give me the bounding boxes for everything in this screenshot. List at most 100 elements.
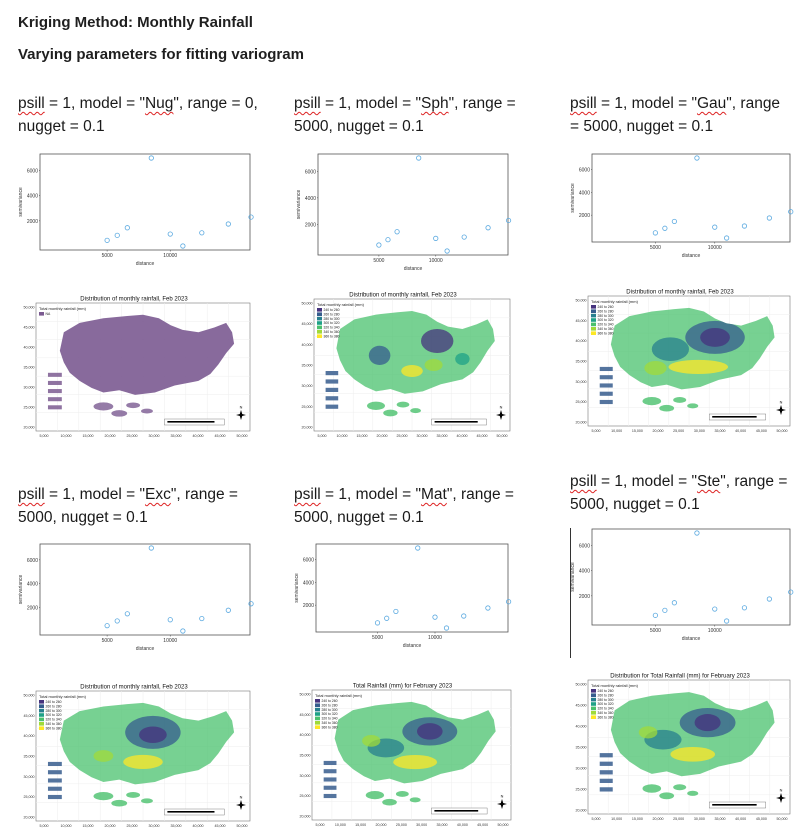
map-x-tick: 15,000 [355, 823, 366, 827]
map-x-tick: 20,000 [376, 823, 387, 827]
rainfall-contour [644, 361, 667, 376]
variogram-point [167, 231, 173, 237]
variogram-point [444, 248, 450, 254]
map-y-tick: 20,000 [24, 426, 35, 430]
variogram-x-tick: 10000 [708, 628, 722, 634]
variogram-ylabel: semivariance [296, 190, 302, 220]
legend-swatch [591, 305, 596, 309]
legend-item: 300 to 320 [324, 321, 340, 325]
map-y-tick: 45,000 [302, 322, 313, 326]
map-y-tick: 35,000 [302, 364, 313, 368]
legend-swatch [315, 712, 320, 716]
map-x-tick: 5,000 [40, 434, 49, 438]
variogram-point [104, 623, 110, 629]
variogram-point [724, 235, 730, 241]
caption-params: ", range = 5000, nugget = 0.1 [294, 95, 516, 135]
variogram-xlabel: distance [136, 261, 155, 267]
caption-model: Mat [420, 486, 447, 503]
scale-bar [167, 811, 215, 813]
variogram-point [505, 217, 512, 224]
legend-item: 280 to 300 [322, 708, 338, 712]
coast-islet [47, 761, 62, 767]
scale-bar [712, 416, 757, 418]
scale-bar [434, 421, 478, 423]
map-title: Distribution for Total Rainfall (mm) for… [610, 674, 750, 680]
legend-title: Total monthly rainfall (mm) [591, 299, 639, 304]
legend-item: 340 to 360 [598, 327, 614, 331]
map-y-tick: 30,000 [302, 384, 313, 388]
map-x-tick: 30,000 [417, 434, 428, 438]
legend-item: 240 to 260 [598, 689, 614, 693]
legend-swatch [591, 318, 596, 322]
caption-psill-word: psill [18, 486, 45, 503]
coast-islet [47, 389, 62, 394]
map-title: Distribution of monthly rainfall, Feb 20… [626, 290, 734, 296]
rainfall-contour [651, 337, 689, 361]
variogram-point [248, 601, 254, 607]
rainfall-map: Distribution of monthly rainfall, Feb 20… [24, 685, 251, 828]
map-y-tick: 50,000 [576, 683, 587, 687]
map-y-tick: 40,000 [300, 733, 311, 737]
variogram-chart: semivariance distance 2000 4000 6000 5000 1000… [570, 528, 794, 642]
variogram-y-tick: 4000 [27, 194, 38, 200]
legend-swatch [39, 713, 44, 717]
variogram-point [180, 628, 186, 634]
panel-caption: psill = 1, model = "Sph", range = 5000, … [294, 92, 524, 138]
legend-item: 240 to 260 [598, 305, 614, 309]
variogram-ylabel: semivariance [294, 573, 300, 603]
legend-item: 280 to 300 [324, 317, 340, 321]
legend-title: Total monthly rainfall (mm) [315, 693, 363, 698]
coast-islet [323, 777, 337, 782]
map-x-tick: 45,000 [477, 434, 488, 438]
map-x-tick: 30,000 [694, 817, 705, 821]
variogram-point [788, 589, 794, 595]
variogram-point [741, 605, 748, 611]
legend-swatch [39, 312, 44, 316]
southern-islet [141, 798, 153, 804]
north-label: N [780, 401, 783, 405]
map-x-tick: 50,000 [498, 823, 509, 827]
legend-swatch [315, 707, 320, 712]
legend-swatch [315, 716, 320, 721]
map-x-tick: 50,000 [777, 429, 788, 433]
rainfall-contour [670, 747, 716, 762]
legend-item: 360 to 380 [598, 715, 614, 719]
variogram-point [662, 607, 668, 613]
legend-swatch [317, 308, 322, 312]
map-title: Total Rainfall (mm) for February 2023 [353, 684, 453, 690]
legend-item: 320 to 340 [322, 717, 338, 721]
map-y-tick: 30,000 [300, 774, 311, 778]
legend-title: Total monthly rainfall (mm) [591, 683, 639, 688]
variogram-chart: semivariance distance 2000 4000 6000 5000 1000… [294, 543, 512, 649]
island-shape [59, 314, 235, 395]
variogram-y-tick: 6000 [27, 169, 38, 175]
rainfall-contour [393, 755, 438, 770]
variogram-xlabel: distance [682, 636, 701, 642]
legend-item: 340 to 360 [322, 721, 338, 725]
variogram-y-tick: 4000 [579, 569, 590, 575]
southern-islet [687, 403, 699, 409]
map-y-tick: 30,000 [576, 767, 587, 771]
map-x-tick: 25,000 [396, 823, 407, 827]
southern-islet [93, 791, 114, 801]
variogram-point [148, 545, 154, 551]
map-y-tick: 40,000 [576, 725, 587, 729]
map-x-tick: 40,000 [457, 823, 468, 827]
variogram-y-tick: 2000 [303, 603, 314, 609]
compass-cross-icon [497, 802, 507, 806]
coast-islet [47, 778, 62, 783]
southern-islet [396, 401, 410, 408]
map-x-tick: 20,000 [105, 824, 116, 828]
coast-islet [599, 375, 613, 380]
variogram-point [443, 625, 450, 631]
legend-swatch [591, 693, 596, 697]
caption-psill-word: psill [294, 486, 321, 503]
southern-islet [383, 409, 398, 417]
variogram-point [506, 599, 512, 605]
page-subheading: Varying parameters for fitting variogram [18, 46, 304, 63]
map-x-tick: 5,000 [592, 429, 601, 433]
legend-item: 260 to 280 [322, 703, 338, 707]
legend-item: 300 to 320 [598, 702, 614, 706]
scale-bar [167, 421, 215, 423]
map-x-tick: 30,000 [694, 429, 705, 433]
